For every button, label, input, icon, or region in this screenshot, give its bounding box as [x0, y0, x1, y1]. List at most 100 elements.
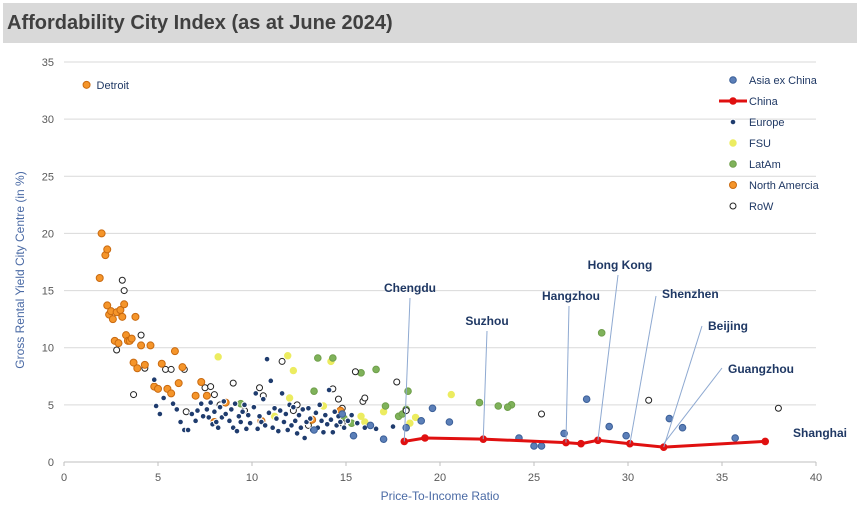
point-north-amercia: [133, 364, 142, 373]
point-row: [120, 287, 128, 295]
point-europe: [299, 406, 307, 413]
point-europe: [340, 424, 348, 432]
point-europe: [372, 425, 380, 433]
point-north-amercia: [202, 391, 211, 400]
point-row: [207, 383, 215, 391]
point-europe: [265, 409, 273, 417]
point-fsu: [289, 366, 298, 375]
point-fsu: [357, 412, 365, 420]
point-row: [113, 346, 121, 354]
point-latam: [357, 369, 365, 377]
point-europe: [250, 403, 258, 411]
annotation-leader-line: [482, 330, 488, 440]
point-asia-ex-china: [379, 435, 388, 443]
legend-swatch-marker: [729, 160, 737, 168]
x-tick-label: 20: [434, 472, 446, 484]
point-asia-ex-china: [417, 417, 426, 425]
point-europe: [207, 399, 214, 406]
legend-swatch-marker: [729, 181, 737, 189]
point-europe: [337, 418, 344, 426]
point-asia-ex-china: [605, 422, 614, 431]
point-china: [479, 435, 488, 443]
point-fsu: [447, 390, 455, 399]
x-tick-label: 25: [528, 472, 540, 484]
point-latam: [475, 398, 484, 407]
point-europe: [267, 377, 275, 385]
point-row: [361, 394, 369, 402]
point-asia-ex-china: [310, 426, 318, 434]
point-row: [118, 276, 126, 284]
point-china: [400, 437, 409, 446]
annotation-label: Hangzhou: [542, 289, 600, 303]
point-europe: [348, 411, 355, 419]
point-europe: [273, 415, 280, 422]
x-tick-label: 30: [622, 472, 634, 484]
point-china: [421, 434, 429, 442]
point-row: [351, 368, 359, 376]
annotation-label: Suzhou: [465, 314, 508, 328]
annotation-leader-line: [403, 297, 411, 442]
point-europe: [152, 402, 160, 410]
point-europe: [353, 419, 361, 427]
point-asia-ex-china: [428, 404, 437, 413]
point-fsu: [411, 413, 420, 422]
point-europe: [276, 407, 284, 414]
point-row: [645, 396, 653, 404]
point-asia-ex-china: [622, 431, 630, 440]
point-europe: [177, 418, 184, 426]
point-europe: [263, 355, 271, 363]
point-china: [761, 437, 770, 446]
x-tick-label: 15: [340, 472, 352, 484]
point-asia-ex-china: [338, 410, 347, 418]
point-europe: [256, 412, 263, 420]
point-asia-ex-china: [582, 395, 591, 403]
title-bar: Affordability City Index (as at June 202…: [3, 3, 857, 43]
point-row: [538, 410, 546, 418]
point-europe: [252, 390, 260, 397]
plot-layer: [82, 80, 782, 451]
point-europe: [318, 417, 325, 425]
point-europe: [243, 425, 250, 433]
point-europe: [295, 411, 303, 419]
point-europe: [188, 410, 196, 418]
point-latam: [381, 402, 390, 410]
point-europe: [199, 412, 207, 420]
legend-swatch-marker: [729, 97, 737, 105]
point-row: [278, 357, 286, 365]
point-europe: [323, 420, 331, 428]
point-north-amercia: [131, 312, 140, 321]
point-north-amercia: [146, 341, 155, 350]
point-europe: [197, 400, 205, 408]
annotation-label: Hong Kong: [588, 258, 653, 272]
y-tick-label: 35: [42, 57, 54, 69]
point-europe: [241, 401, 248, 409]
point-latam: [314, 354, 322, 362]
legend-swatch-marker: [729, 139, 737, 147]
point-europe: [320, 428, 327, 436]
point-fsu: [214, 353, 222, 361]
point-china: [562, 438, 570, 447]
point-europe: [293, 430, 301, 437]
point-north-amercia: [118, 312, 127, 321]
x-axis-title: Price-To-Income Ratio: [381, 489, 500, 503]
point-europe: [233, 427, 241, 435]
point-north-amercia: [95, 274, 104, 282]
point-europe: [329, 428, 337, 436]
point-north-amercia: [82, 80, 91, 89]
annotation-leader-line: [597, 274, 619, 441]
y-tick-label: 20: [42, 228, 54, 240]
point-north-amercia: [191, 391, 200, 400]
point-europe: [173, 406, 181, 413]
legend-label: FSU: [749, 138, 771, 150]
point-europe: [284, 426, 292, 434]
point-north-amercia: [140, 360, 149, 369]
point-europe: [278, 390, 286, 397]
y-tick-label: 30: [42, 114, 54, 126]
point-europe: [214, 424, 222, 432]
point-asia-ex-china: [445, 418, 454, 426]
grid-layer: [64, 61, 816, 406]
point-europe: [280, 418, 288, 426]
point-north-amercia: [114, 339, 123, 348]
point-europe: [203, 406, 211, 413]
